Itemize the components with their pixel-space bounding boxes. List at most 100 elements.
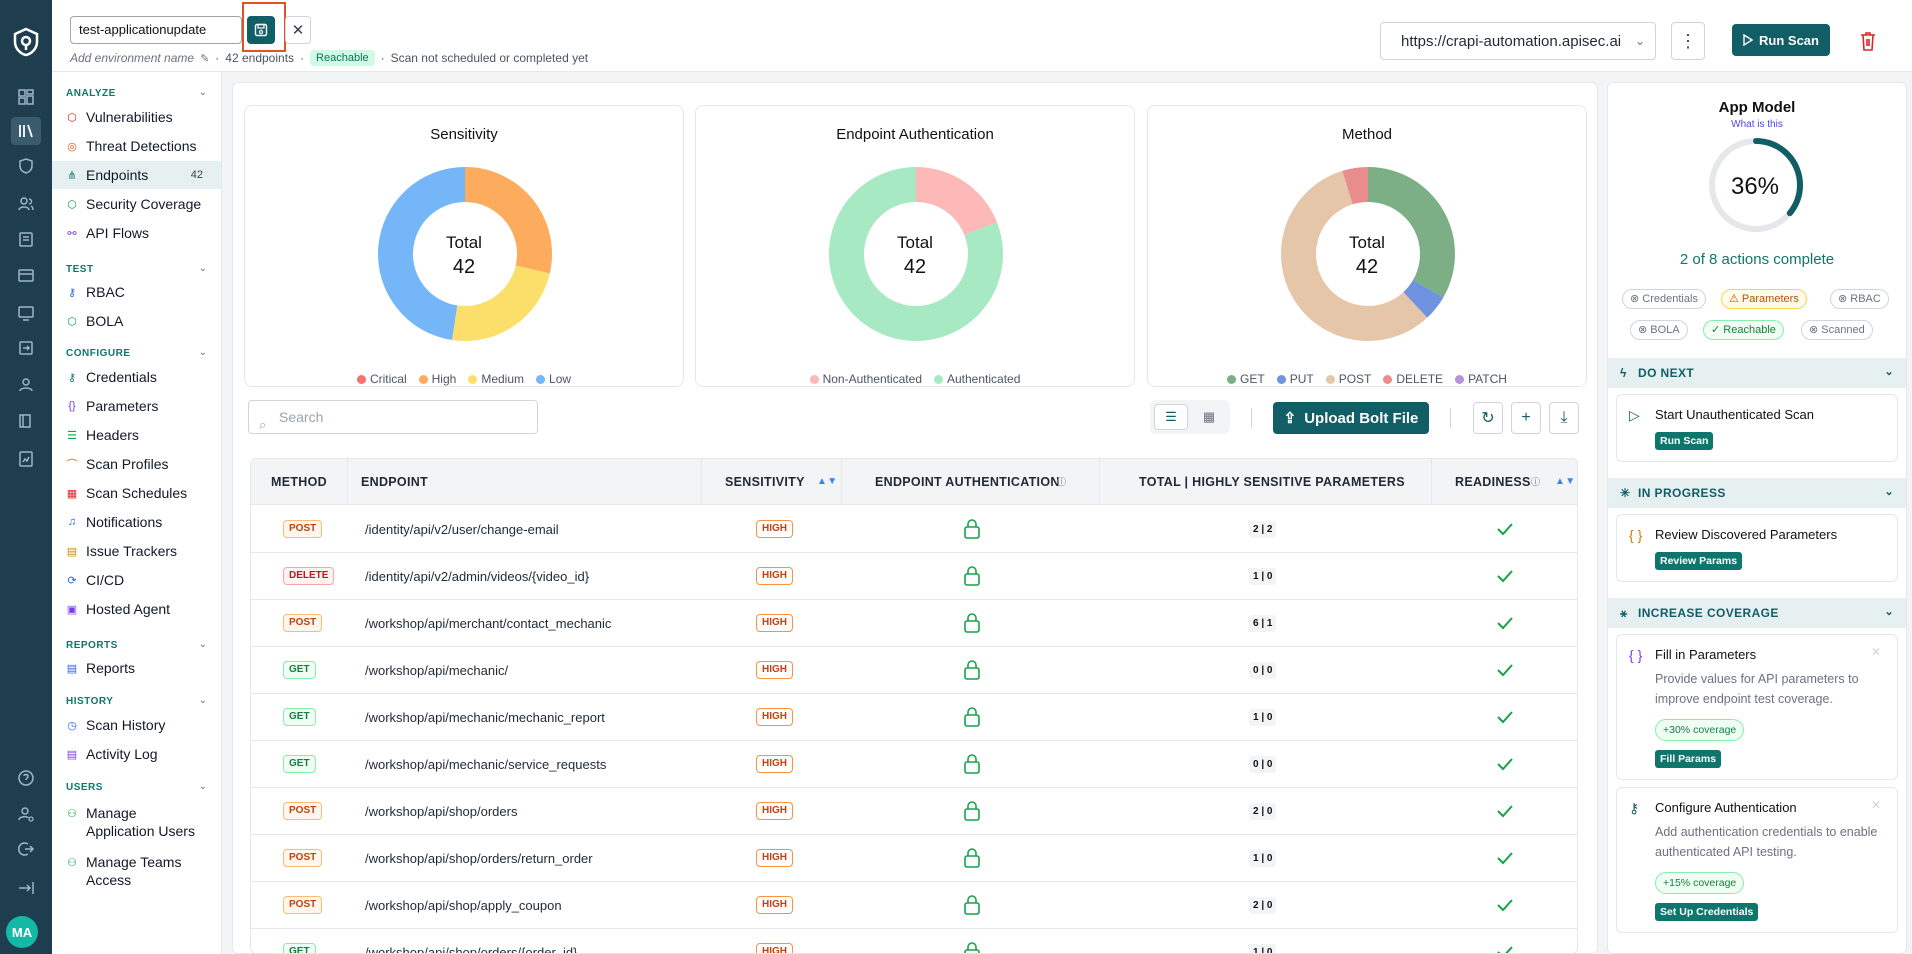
cancel-edit-button[interactable]: ✕: [285, 16, 311, 44]
more-options-button[interactable]: ⋮: [1671, 22, 1705, 60]
donut-slice-high[interactable]: [465, 167, 552, 274]
monitor-icon[interactable]: [15, 302, 37, 324]
users-icon[interactable]: [15, 193, 37, 215]
endpoint-path[interactable]: /workshop/api/shop/apply_coupon: [365, 898, 562, 913]
endpoint-path[interactable]: /workshop/api/shop/orders/return_order: [365, 851, 593, 866]
chip-rbac[interactable]: ⊗ RBAC: [1830, 289, 1889, 309]
legend-item[interactable]: DELETE: [1383, 372, 1443, 386]
endpoint-path[interactable]: /workshop/api/shop/orders: [365, 804, 518, 819]
table-row[interactable]: POST/workshop/api/shop/orders/return_ord…: [251, 835, 1577, 882]
run-scan-button[interactable]: Run Scan: [1732, 24, 1830, 56]
sidebar-item-parameters[interactable]: {} Parameters: [52, 392, 221, 420]
sidebar-item-headers[interactable]: ☰ Headers: [67, 427, 139, 443]
sort-icon[interactable]: ▲▼: [817, 476, 838, 487]
sidebar-item-scan-history[interactable]: ◷ Scan History: [67, 717, 166, 733]
endpoint-path[interactable]: /identity/api/v2/user/change-email: [365, 522, 559, 537]
upload-bolt-file-button[interactable]: ⇪ Upload Bolt File: [1273, 402, 1429, 434]
sidebar-item-credentials[interactable]: ⚷ Credentials: [67, 369, 157, 385]
sidebar-item-vulnerabilities[interactable]: ⬡ Vulnerabilities: [67, 109, 173, 125]
donut-slice-put[interactable]: [1403, 280, 1444, 318]
increase-coverage-section[interactable]: ⚹ INCREASE COVERAGE ⌄: [1608, 598, 1906, 628]
col-sensitivity[interactable]: SENSITIVITY: [725, 475, 805, 489]
environment-name-input[interactable]: test-applicationupdate: [70, 16, 242, 44]
what-is-this-link[interactable]: What is this: [1731, 119, 1783, 130]
sidebar-item-activity-log[interactable]: ▤ Activity Log: [66, 746, 158, 762]
delete-icon[interactable]: [1858, 30, 1878, 52]
sidebar-item-threat-detections[interactable]: ◎ Threat Detections: [67, 138, 197, 154]
col-method[interactable]: METHOD: [271, 475, 327, 489]
endpoint-path[interactable]: /workshop/api/merchant/contact_mechanic: [365, 616, 612, 631]
calendar-icon[interactable]: [15, 264, 37, 286]
donut-slice-authenticated[interactable]: [829, 167, 1003, 341]
sidebar-item-bola[interactable]: ⬡ BOLA: [67, 313, 124, 329]
avatar[interactable]: MA: [6, 916, 38, 948]
dashboard-icon[interactable]: [15, 86, 37, 108]
sidebar-item-notifications[interactable]: ♫ Notifications: [67, 514, 163, 530]
help-icon[interactable]: [15, 767, 37, 789]
fill-params-button[interactable]: Fill Params: [1655, 750, 1722, 768]
dismiss-icon[interactable]: ✕: [1870, 645, 1881, 659]
logout-icon[interactable]: [15, 838, 37, 860]
chip-parameters[interactable]: ⚠ Parameters: [1721, 289, 1807, 309]
col-readiness[interactable]: READINESS: [1455, 475, 1531, 489]
shield-icon[interactable]: [15, 155, 37, 177]
table-row[interactable]: POST/workshop/api/merchant/contact_mecha…: [251, 600, 1577, 647]
library-icon[interactable]: [11, 117, 41, 145]
table-row[interactable]: GET/workshop/api/mechanic/service_reques…: [251, 741, 1577, 788]
review-params-button[interactable]: Review Params: [1655, 552, 1743, 570]
legend-item[interactable]: Low: [536, 372, 571, 386]
table-row[interactable]: POST/workshop/api/shop/apply_coupon HIGH 2…: [251, 882, 1577, 929]
legend-item[interactable]: GET: [1227, 372, 1265, 386]
sidebar-item-scan-profiles[interactable]: ⌒ Scan Profiles: [66, 456, 169, 472]
col-params[interactable]: TOTAL | HIGHLY SENSITIVE PARAMETERS: [1139, 475, 1405, 489]
legend-item[interactable]: POST: [1325, 372, 1371, 386]
book-icon[interactable]: [15, 410, 37, 432]
table-row[interactable]: DELETE/identity/api/v2/admin/videos/{vid…: [251, 553, 1577, 600]
sidebar-item-manage-application-users[interactable]: ⚇ Manage Application Users: [67, 805, 195, 839]
sidebar-item-endpoints[interactable]: ⋔ Endpoints 42: [52, 161, 221, 189]
donut-slice-non-authenticated[interactable]: [916, 167, 997, 236]
url-select[interactable]: https://crapi-automation.apisec.ai ⌄: [1380, 22, 1656, 60]
info-icon[interactable]: ⓘ: [1057, 477, 1067, 487]
save-button[interactable]: [247, 16, 275, 44]
sidebar-item-scan-schedules[interactable]: ▦ Scan Schedules: [66, 485, 188, 501]
clipboard-icon[interactable]: [15, 228, 37, 250]
col-endpoint[interactable]: ENDPOINT: [361, 475, 428, 489]
legend-item[interactable]: PATCH: [1455, 372, 1507, 386]
legend-item[interactable]: Non-Authenticated: [809, 372, 922, 386]
sidebar-item-manage-teams-access[interactable]: ⚇ Manage Teams Access: [67, 854, 182, 888]
donut-slice-medium[interactable]: [452, 265, 550, 341]
chevron-down-icon[interactable]: ⌄: [198, 639, 207, 650]
sidebar-item-issue-trackers[interactable]: ▤ Issue Trackers: [66, 543, 178, 559]
sidebar-item-cicd[interactable]: ⟳ CI/CD: [67, 572, 125, 588]
search-input[interactable]: ⌕ Search: [248, 400, 538, 434]
report-icon[interactable]: [15, 448, 37, 470]
endpoint-path[interactable]: /workshop/api/mechanic/service_requests: [365, 757, 607, 772]
legend-item[interactable]: Medium: [468, 372, 524, 386]
endpoint-path[interactable]: /workshop/api/mechanic/: [365, 663, 509, 678]
add-button[interactable]: +: [1511, 402, 1541, 434]
chevron-down-icon[interactable]: ⌄: [198, 347, 207, 358]
endpoint-path[interactable]: /workshop/api/mechanic/mechanic_report: [365, 710, 605, 725]
chevron-down-icon[interactable]: ⌄: [198, 87, 207, 98]
legend-item[interactable]: High: [418, 372, 456, 386]
endpoint-path[interactable]: /identity/api/v2/admin/videos/{video_id}: [365, 569, 590, 584]
chevron-down-icon[interactable]: ⌄: [198, 781, 207, 792]
sidebar-item-api-flows[interactable]: ⚯ API Flows: [67, 225, 150, 241]
chip-reachable[interactable]: ✓ Reachable: [1703, 320, 1784, 340]
info-icon[interactable]: ⓘ: [1531, 477, 1541, 487]
chip-bola[interactable]: ⊗ BOLA: [1630, 320, 1688, 340]
collapse-icon[interactable]: [15, 877, 37, 899]
list-view-button[interactable]: ☰: [1154, 404, 1188, 430]
user-settings-icon[interactable]: [15, 803, 37, 825]
refresh-button[interactable]: ↻: [1473, 402, 1503, 434]
chevron-down-icon[interactable]: ⌄: [198, 695, 207, 706]
chip-scanned[interactable]: ⊗ Scanned: [1801, 320, 1873, 340]
in-progress-section[interactable]: ✳ IN PROGRESS ⌄: [1608, 478, 1906, 508]
col-endpoint-authentication[interactable]: ENDPOINT AUTHENTICATION: [875, 475, 1060, 489]
login-icon[interactable]: [15, 337, 37, 359]
sidebar-item-reports[interactable]: ▤ Reports: [66, 660, 136, 676]
chip-credentials[interactable]: ⊗ Credentials: [1622, 289, 1706, 309]
pencil-icon[interactable]: ✎: [200, 52, 210, 65]
chevron-down-icon[interactable]: ⌄: [198, 263, 207, 274]
